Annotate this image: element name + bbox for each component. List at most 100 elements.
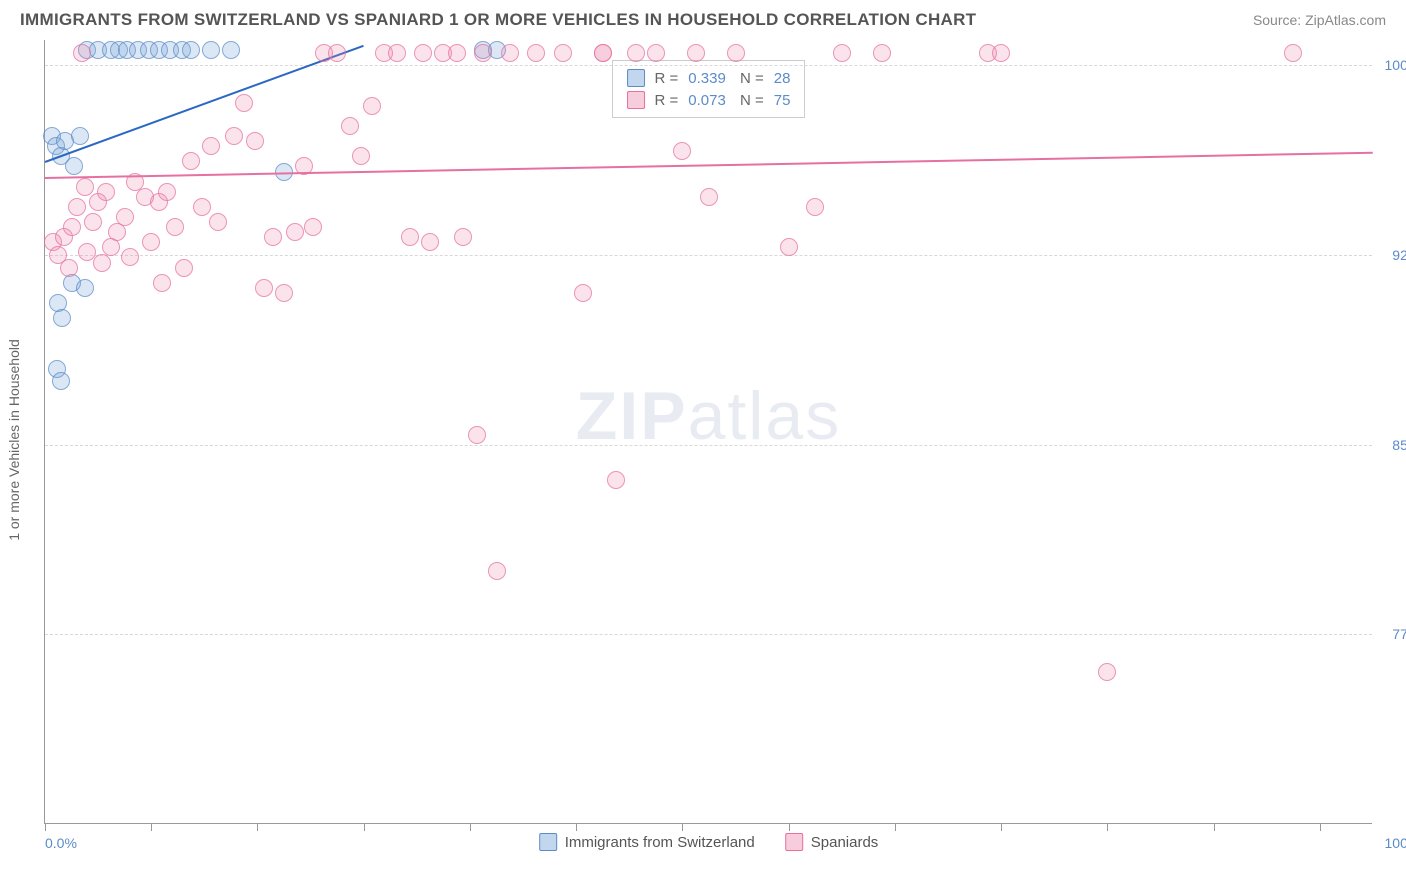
data-point [142, 233, 160, 251]
data-point [454, 228, 472, 246]
data-point [158, 183, 176, 201]
legend-r-value: 0.339 [688, 70, 726, 87]
gridline [45, 445, 1372, 446]
y-tick-label: 92.5% [1392, 247, 1406, 263]
data-point [63, 218, 81, 236]
data-point [76, 279, 94, 297]
data-point [121, 248, 139, 266]
x-tick [151, 823, 152, 831]
data-point [116, 208, 134, 226]
data-point [554, 44, 572, 62]
data-point [264, 228, 282, 246]
legend-label: Spaniards [811, 834, 879, 851]
legend-n-label: N = [736, 70, 764, 87]
data-point [687, 44, 705, 62]
y-tick-label: 100.0% [1385, 57, 1406, 73]
data-point [73, 44, 91, 62]
data-point [76, 178, 94, 196]
gridline [45, 65, 1372, 66]
data-point [71, 127, 89, 145]
legend-label: Immigrants from Switzerland [565, 834, 755, 851]
swatch-icon [627, 91, 645, 109]
data-point [833, 44, 851, 62]
data-point [255, 279, 273, 297]
data-point [806, 198, 824, 216]
x-tick [682, 823, 683, 831]
data-point [225, 127, 243, 145]
legend-r-label: R = [655, 70, 679, 87]
data-point [153, 274, 171, 292]
data-point [328, 44, 346, 62]
swatch-icon [539, 833, 557, 851]
x-axis-max-label: 100.0% [1385, 835, 1406, 851]
data-point [286, 223, 304, 241]
x-tick [895, 823, 896, 831]
plot-area: ZIPatlas R = 0.339 N = 28 R = 0.073 N = … [44, 40, 1372, 824]
data-point [421, 233, 439, 251]
data-point [474, 44, 492, 62]
data-point [246, 132, 264, 150]
x-tick [576, 823, 577, 831]
data-point [97, 183, 115, 201]
x-tick [1001, 823, 1002, 831]
x-tick [470, 823, 471, 831]
data-point [209, 213, 227, 231]
gridline [45, 634, 1372, 635]
data-point [873, 44, 891, 62]
legend-r-value: 0.073 [688, 92, 726, 109]
trend-line [45, 151, 1373, 178]
legend-n-value: 75 [774, 92, 791, 109]
data-point [401, 228, 419, 246]
data-point [93, 254, 111, 272]
data-point [182, 152, 200, 170]
correlation-legend: R = 0.339 N = 28 R = 0.073 N = 75 [612, 60, 806, 118]
data-point [1098, 663, 1116, 681]
chart-header: IMMIGRANTS FROM SWITZERLAND VS SPANIARD … [0, 0, 1406, 38]
data-point [388, 44, 406, 62]
data-point [594, 44, 612, 62]
legend-n-label: N = [736, 92, 764, 109]
data-point [52, 372, 70, 390]
data-point [448, 44, 466, 62]
x-tick [257, 823, 258, 831]
data-point [352, 147, 370, 165]
data-point [780, 238, 798, 256]
legend-row-blue: R = 0.339 N = 28 [627, 67, 791, 89]
y-axis-label: 1 or more Vehicles in Household [6, 339, 22, 541]
data-point [65, 157, 83, 175]
data-point [363, 97, 381, 115]
source-label: Source: ZipAtlas.com [1253, 12, 1386, 28]
data-point [501, 44, 519, 62]
x-tick [1320, 823, 1321, 831]
data-point [193, 198, 211, 216]
data-point [166, 218, 184, 236]
data-point [527, 44, 545, 62]
y-tick-label: 77.5% [1392, 626, 1406, 642]
x-axis-min-label: 0.0% [45, 835, 77, 851]
data-point [175, 259, 193, 277]
chart-container: 1 or more Vehicles in Household ZIPatlas… [44, 40, 1386, 824]
x-tick [45, 823, 46, 831]
legend-n-value: 28 [774, 70, 791, 87]
data-point [235, 94, 253, 112]
legend-r-label: R = [655, 92, 679, 109]
data-point [222, 41, 240, 59]
legend-row-pink: R = 0.073 N = 75 [627, 89, 791, 111]
data-point [53, 309, 71, 327]
data-point [574, 284, 592, 302]
data-point [992, 44, 1010, 62]
legend-item-blue: Immigrants from Switzerland [539, 833, 755, 851]
chart-title: IMMIGRANTS FROM SWITZERLAND VS SPANIARD … [20, 10, 976, 30]
x-tick [1214, 823, 1215, 831]
gridline [45, 255, 1372, 256]
x-tick [1107, 823, 1108, 831]
data-point [488, 562, 506, 580]
data-point [607, 471, 625, 489]
data-point [304, 218, 322, 236]
legend-item-pink: Spaniards [785, 833, 879, 851]
data-point [700, 188, 718, 206]
data-point [673, 142, 691, 160]
data-point [341, 117, 359, 135]
swatch-icon [785, 833, 803, 851]
data-point [202, 41, 220, 59]
